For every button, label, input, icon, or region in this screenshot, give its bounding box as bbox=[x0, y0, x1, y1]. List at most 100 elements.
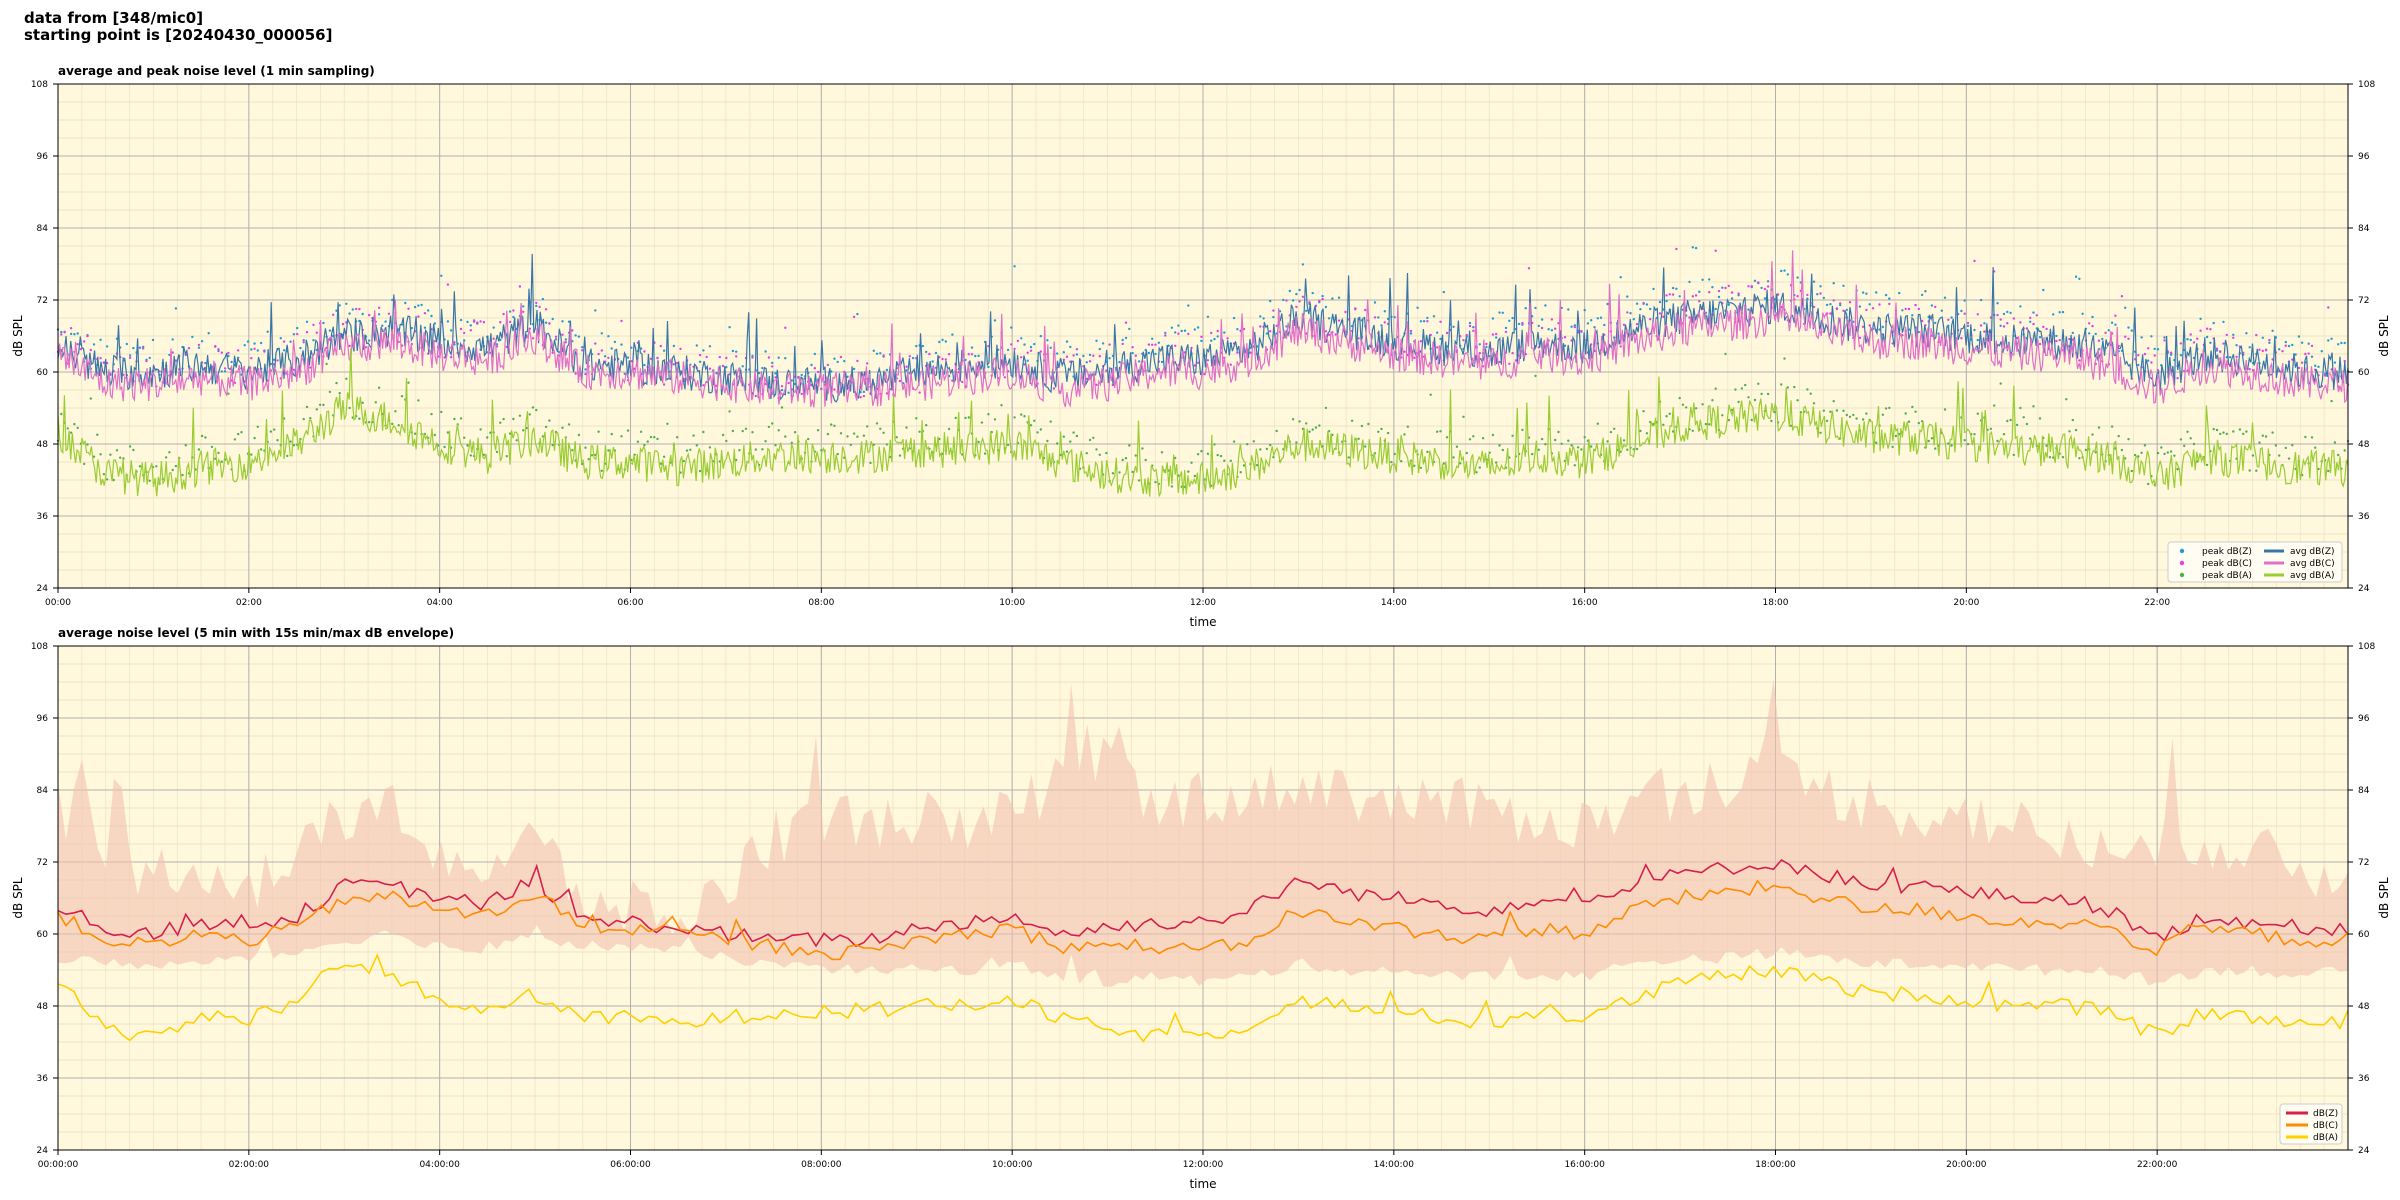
data-point bbox=[1357, 437, 1360, 440]
data-point bbox=[1875, 291, 1878, 294]
data-point bbox=[544, 425, 548, 429]
data-point bbox=[338, 304, 341, 307]
data-point bbox=[1436, 346, 1439, 349]
data-point bbox=[574, 372, 577, 375]
data-point bbox=[518, 414, 522, 417]
data-point bbox=[73, 422, 76, 426]
data-point bbox=[466, 320, 469, 324]
data-point bbox=[1583, 308, 1586, 312]
data-point bbox=[2245, 332, 2248, 335]
data-point bbox=[1544, 443, 1547, 446]
data-point bbox=[1062, 435, 1066, 438]
data-point bbox=[83, 462, 86, 466]
data-point bbox=[872, 443, 875, 446]
data-point bbox=[2127, 326, 2130, 329]
data-point bbox=[76, 343, 79, 346]
y-axis-label-left: dB SPL bbox=[11, 877, 25, 919]
data-point bbox=[1920, 293, 1924, 297]
data-point bbox=[1206, 452, 1210, 455]
x-tick-label: 00:00:00 bbox=[38, 1160, 79, 1170]
data-point bbox=[1072, 431, 1075, 434]
data-point bbox=[1701, 278, 1704, 281]
data-point bbox=[590, 454, 594, 457]
data-point bbox=[1174, 456, 1177, 460]
data-point bbox=[993, 418, 997, 421]
data-point bbox=[1763, 297, 1767, 300]
data-point bbox=[826, 432, 830, 436]
data-point bbox=[1721, 286, 1724, 289]
data-point bbox=[620, 343, 623, 346]
data-point bbox=[446, 283, 450, 286]
data-point bbox=[2163, 339, 2166, 342]
data-point bbox=[862, 434, 866, 437]
data-point bbox=[2107, 329, 2110, 332]
data-point bbox=[1219, 454, 1223, 458]
data-point bbox=[780, 388, 784, 392]
data-point bbox=[440, 274, 443, 277]
data-point bbox=[413, 305, 417, 309]
data-point bbox=[1056, 442, 1059, 445]
data-point bbox=[476, 321, 479, 324]
data-point bbox=[980, 421, 984, 424]
data-point bbox=[964, 416, 967, 420]
data-point bbox=[1373, 301, 1377, 304]
data-point bbox=[446, 431, 450, 434]
data-point bbox=[2251, 454, 2255, 457]
x-tick-label: 14:00 bbox=[1381, 598, 1407, 608]
data-point bbox=[934, 351, 938, 355]
data-point bbox=[508, 432, 512, 435]
data-point bbox=[1757, 281, 1760, 284]
data-point bbox=[1065, 355, 1069, 358]
data-point bbox=[1501, 448, 1505, 452]
data-point bbox=[237, 349, 240, 352]
data-point bbox=[1128, 444, 1131, 447]
y-tick-label-left: 36 bbox=[37, 512, 49, 522]
data-point bbox=[2271, 329, 2274, 332]
data-point bbox=[214, 345, 217, 348]
data-point bbox=[708, 446, 712, 449]
data-point bbox=[571, 449, 574, 452]
data-point bbox=[1780, 269, 1783, 273]
data-point bbox=[787, 381, 790, 385]
data-point bbox=[702, 349, 705, 352]
data-point bbox=[2245, 430, 2248, 433]
data-point bbox=[204, 436, 207, 439]
data-point bbox=[142, 347, 145, 350]
data-point bbox=[1275, 429, 1278, 433]
data-point bbox=[453, 417, 456, 421]
data-point bbox=[1685, 406, 1688, 409]
data-point bbox=[1976, 412, 1980, 415]
legend-marker bbox=[2179, 560, 2185, 566]
data-point bbox=[1128, 327, 1131, 331]
data-point bbox=[1865, 308, 1868, 312]
legend-label: avg dB(C) bbox=[2290, 559, 2335, 569]
data-point bbox=[391, 298, 394, 302]
data-point bbox=[1822, 409, 1826, 412]
data-point bbox=[1305, 309, 1308, 312]
data-point bbox=[2078, 457, 2081, 460]
data-point bbox=[2261, 336, 2264, 339]
data-point bbox=[1196, 453, 1200, 456]
data-point bbox=[377, 313, 381, 316]
data-point bbox=[2094, 332, 2097, 336]
data-point bbox=[2143, 444, 2147, 447]
data-point bbox=[181, 473, 184, 477]
data-point bbox=[1776, 293, 1780, 296]
data-point bbox=[1573, 464, 1577, 467]
data-point bbox=[1812, 305, 1816, 309]
data-point bbox=[1472, 326, 1475, 329]
data-point bbox=[2278, 454, 2281, 457]
data-point bbox=[1295, 441, 1298, 444]
data-point bbox=[1049, 420, 1052, 423]
data-point bbox=[482, 321, 486, 324]
data-point bbox=[2284, 446, 2287, 450]
data-point bbox=[1275, 324, 1278, 327]
data-point bbox=[1550, 329, 1554, 332]
data-point bbox=[925, 424, 928, 427]
data-point bbox=[2314, 446, 2317, 449]
data-point bbox=[561, 426, 564, 429]
data-point bbox=[1459, 462, 1462, 465]
data-point bbox=[771, 365, 774, 368]
data-point bbox=[1550, 318, 1554, 321]
data-point bbox=[1069, 440, 1072, 443]
